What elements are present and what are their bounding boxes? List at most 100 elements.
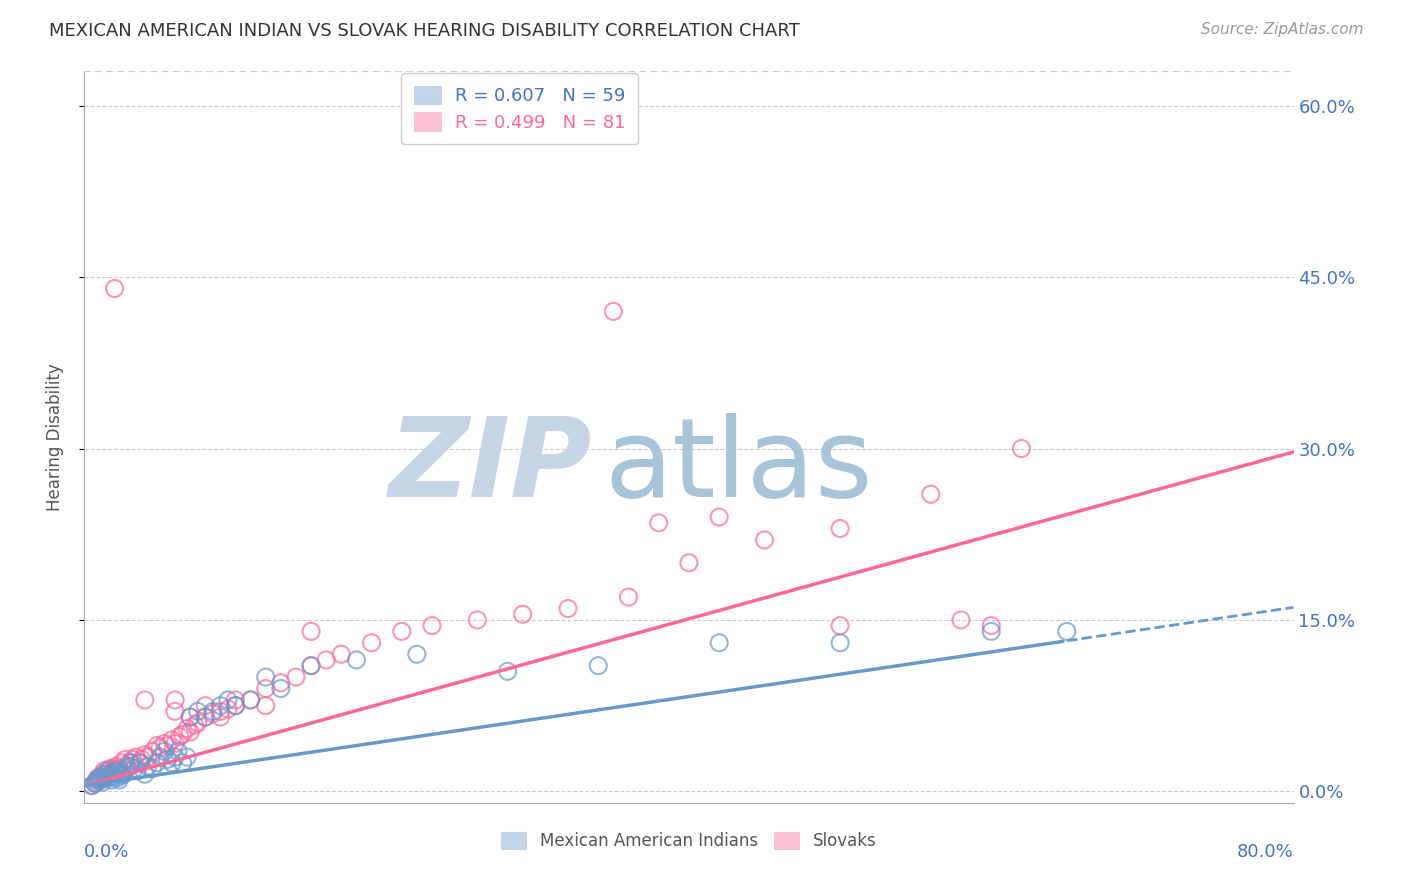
Point <box>225 698 247 713</box>
Point <box>165 736 187 750</box>
Point <box>1011 442 1033 456</box>
Point <box>94 771 117 785</box>
Point <box>84 776 107 790</box>
Point <box>299 658 322 673</box>
Point <box>406 647 429 661</box>
Point <box>108 762 131 776</box>
Point <box>100 767 122 781</box>
Point <box>93 771 115 785</box>
Point <box>160 733 183 747</box>
Point <box>104 766 127 780</box>
Point <box>136 759 159 773</box>
Point <box>90 771 112 785</box>
Point <box>153 736 176 750</box>
Point <box>115 762 138 776</box>
Point <box>179 710 201 724</box>
Point <box>104 281 127 295</box>
Point <box>101 764 124 778</box>
Point <box>94 767 117 781</box>
Point <box>496 665 519 679</box>
Point <box>346 653 368 667</box>
Point <box>134 747 156 762</box>
Point <box>90 772 112 787</box>
Point <box>254 698 277 713</box>
Point <box>91 767 114 781</box>
Point <box>96 767 118 781</box>
Point <box>115 759 138 773</box>
Point <box>107 764 129 778</box>
Point <box>588 658 610 673</box>
Point <box>678 556 700 570</box>
Point <box>100 772 122 787</box>
Text: 80.0%: 80.0% <box>1237 843 1294 861</box>
Point <box>121 752 143 766</box>
Y-axis label: Hearing Disability: Hearing Disability <box>45 363 63 511</box>
Point <box>114 752 136 766</box>
Point <box>107 771 129 785</box>
Point <box>980 618 1002 632</box>
Point <box>187 705 209 719</box>
Point <box>149 750 172 764</box>
Point <box>209 710 232 724</box>
Point <box>127 764 149 778</box>
Point <box>125 750 148 764</box>
Point <box>129 756 152 770</box>
Text: MEXICAN AMERICAN INDIAN VS SLOVAK HEARING DISABILITY CORRELATION CHART: MEXICAN AMERICAN INDIAN VS SLOVAK HEARIN… <box>49 22 800 40</box>
Point <box>194 710 217 724</box>
Point <box>391 624 413 639</box>
Point <box>80 779 103 793</box>
Point <box>225 698 247 713</box>
Point <box>112 767 135 781</box>
Point <box>97 764 120 778</box>
Point <box>217 693 239 707</box>
Point <box>86 775 108 789</box>
Point <box>239 693 262 707</box>
Point <box>648 516 671 530</box>
Point <box>105 759 128 773</box>
Point <box>156 739 179 753</box>
Point <box>830 521 852 535</box>
Point <box>98 767 121 781</box>
Point <box>104 762 127 776</box>
Point <box>201 706 224 721</box>
Point <box>239 693 262 707</box>
Text: ZIP: ZIP <box>388 413 592 520</box>
Point <box>420 618 443 632</box>
Point <box>149 740 172 755</box>
Point <box>285 670 308 684</box>
Point <box>709 510 731 524</box>
Point <box>270 681 292 696</box>
Point <box>134 767 156 781</box>
Point <box>176 750 198 764</box>
Point <box>134 693 156 707</box>
Point <box>512 607 534 622</box>
Point <box>153 744 176 758</box>
Point <box>201 705 224 719</box>
Point <box>167 744 190 758</box>
Point <box>187 715 209 730</box>
Point <box>156 752 179 766</box>
Point <box>1056 624 1078 639</box>
Point <box>754 533 776 547</box>
Point <box>920 487 942 501</box>
Point <box>360 636 382 650</box>
Point <box>105 764 128 778</box>
Point <box>131 752 153 766</box>
Point <box>209 705 232 719</box>
Point <box>114 764 136 778</box>
Point <box>179 710 201 724</box>
Point <box>111 766 134 780</box>
Point <box>172 727 194 741</box>
Point <box>146 739 169 753</box>
Text: Source: ZipAtlas.com: Source: ZipAtlas.com <box>1201 22 1364 37</box>
Point <box>330 647 353 661</box>
Point <box>118 759 141 773</box>
Point <box>80 779 103 793</box>
Point <box>709 636 731 650</box>
Point <box>141 744 163 758</box>
Point <box>176 722 198 736</box>
Point <box>118 756 141 770</box>
Point <box>86 772 108 787</box>
Point <box>110 768 132 782</box>
Point <box>84 776 107 790</box>
